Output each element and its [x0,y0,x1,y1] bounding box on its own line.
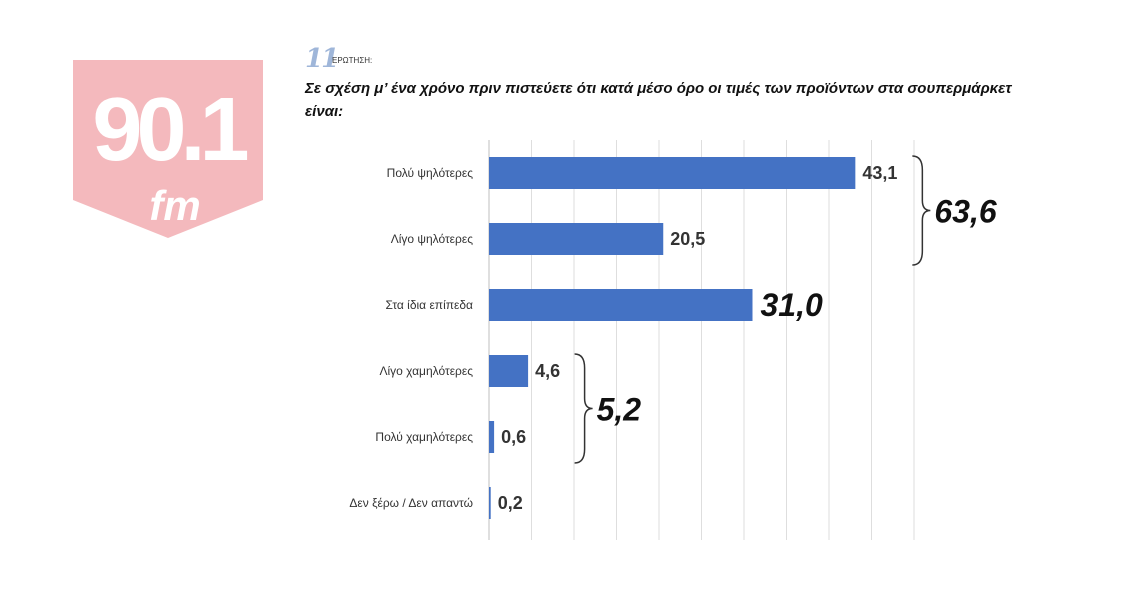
category-label: Δεν ξέρω / Δεν απαντώ [349,496,473,510]
data-label: 43,1 [862,163,897,183]
group-brackets: 63,6 5,2 [574,155,997,464]
data-label: 0,6 [501,427,526,447]
bars [489,157,856,519]
group-total-label: 63,6 [934,194,996,230]
category-label: Λίγο χαμηλότερες [379,364,473,378]
bar [489,157,856,189]
bar [489,421,495,453]
logo-shield-shape [73,60,263,238]
bar [489,355,529,387]
labels: Πολύ ψηλότερες 43,1 Λίγο ψηλότερες 20,5 Στα … [349,163,897,513]
category-label: Πολύ ψηλότερες [387,166,474,180]
data-label: 0,2 [498,493,523,513]
data-label: 20,5 [670,229,705,249]
group-total-label: 5,2 [597,392,642,428]
category-label: Λίγο ψηλότερες [391,232,474,246]
bar [489,289,753,321]
question-number: 11 [305,44,339,74]
bar [489,223,664,255]
logo-suffix: fm [149,182,200,229]
data-label: 31,0 [761,287,823,323]
grid-lines [488,140,915,540]
radio-logo: 90.1 fm [73,60,263,238]
question-label: ΕΡΩΤΗΣΗ: [332,56,373,65]
category-label: Στα ίδια επίπεδα [385,298,473,312]
group-bracket [574,353,593,464]
data-label: 4,6 [535,361,560,381]
bar [489,487,491,519]
category-label: Πολύ χαμηλότερες [375,430,473,444]
question-text: Σε σχέση μ’ ένα χρόνο πριν πιστεύετε ότι… [305,80,1012,120]
group-bracket [912,155,931,266]
logo-number: 90.1 [92,80,247,180]
